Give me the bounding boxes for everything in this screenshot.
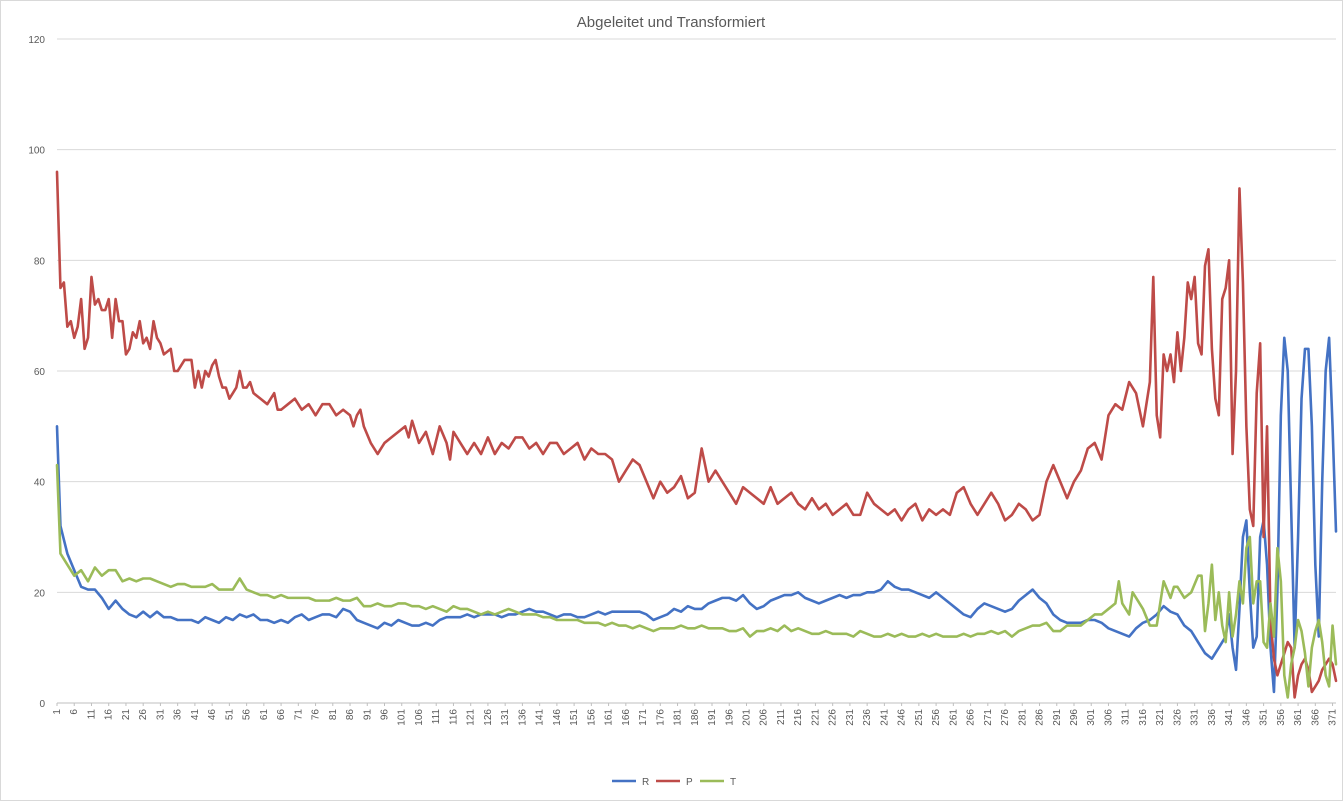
x-tick-label: 316	[1138, 709, 1149, 726]
x-tick-label: 206	[759, 709, 770, 726]
x-tick-label: 236	[862, 709, 873, 726]
x-tick-label: 351	[1259, 709, 1270, 726]
x-tick-label: 126	[483, 709, 494, 726]
series-line-r	[55, 336, 1338, 694]
x-tick-label: 181	[673, 709, 684, 726]
y-axis: 0 20 40 60 80 100 120	[28, 35, 45, 710]
y-tick-label: 100	[28, 146, 45, 157]
y-tick-label: 60	[34, 367, 46, 378]
x-tick-label: 366	[1310, 709, 1321, 726]
x-tick-label: 286	[1035, 709, 1046, 726]
x-tick-label: 211	[776, 709, 787, 725]
series-line-p	[55, 170, 1338, 699]
x-tick-label: 26	[138, 709, 149, 721]
x-tick-label: 221	[810, 709, 821, 726]
x-tick-label: 161	[604, 709, 615, 726]
y-tick-label: 120	[28, 35, 45, 46]
x-tick-label: 321	[1155, 709, 1166, 726]
x-tick-label: 256	[931, 709, 942, 726]
legend-label-t: T	[730, 777, 736, 788]
x-tick-label: 136	[517, 709, 528, 726]
x-tick-label: 296	[1069, 709, 1080, 726]
x-tick-label: 326	[1172, 709, 1183, 726]
x-tick-label: 271	[983, 709, 994, 726]
x-tick-label: 251	[914, 709, 925, 726]
x-tick-label: 106	[414, 709, 425, 726]
x-tick-label: 151	[569, 709, 580, 726]
x-tick-label: 86	[345, 709, 356, 721]
x-tick-label: 201	[741, 709, 752, 726]
x-tick-label: 41	[190, 709, 201, 721]
x-tick-label: 66	[276, 709, 287, 721]
y-tick-label: 20	[34, 588, 46, 599]
x-tick-label: 216	[793, 709, 804, 726]
x-tick-label: 246	[897, 709, 908, 726]
x-axis: 1 6 11 16 21 26 31 36 41 46 51 56 61 66 71 76 81 86 91 96 10…	[52, 703, 1339, 726]
x-tick-label: 266	[966, 709, 977, 726]
x-tick-label: 16	[104, 709, 115, 721]
x-tick-label: 36	[173, 709, 184, 721]
x-tick-label: 96	[380, 709, 391, 721]
x-tick-label: 331	[1190, 709, 1201, 726]
x-tick-label: 131	[500, 709, 511, 726]
x-tick-label: 356	[1276, 709, 1287, 726]
x-tick-label: 51	[224, 709, 235, 721]
x-tick-label: 176	[655, 709, 666, 726]
y-tick-label: 0	[39, 699, 45, 710]
x-tick-label: 11	[86, 709, 97, 720]
x-tick-label: 346	[1241, 709, 1252, 726]
series-lines	[55, 170, 1338, 699]
x-tick-label: 46	[207, 709, 218, 721]
x-tick-label: 121	[466, 709, 477, 726]
x-tick-label: 231	[845, 709, 856, 726]
x-tick-label: 306	[1103, 709, 1114, 726]
x-tick-label: 191	[707, 709, 718, 726]
x-tick-label: 61	[259, 709, 270, 721]
x-tick-label: 111	[431, 709, 442, 725]
x-tick-label: 276	[1000, 709, 1011, 726]
x-tick-label: 71	[293, 709, 304, 721]
x-tick-label: 186	[690, 709, 701, 726]
x-tick-label: 301	[1086, 709, 1097, 726]
x-tick-label: 281	[1017, 709, 1028, 726]
x-tick-label: 146	[552, 709, 563, 726]
x-tick-label: 56	[242, 709, 253, 721]
y-tick-label: 80	[34, 256, 46, 267]
x-tick-label: 226	[828, 709, 839, 726]
x-tick-label: 371	[1328, 709, 1339, 726]
legend-label-p: P	[686, 777, 693, 788]
x-tick-label: 196	[724, 709, 735, 726]
x-tick-label: 241	[879, 709, 890, 726]
x-tick-label: 116	[448, 709, 459, 725]
series-line-t	[55, 463, 1338, 699]
x-tick-label: 311	[1121, 709, 1132, 725]
x-tick-label: 341	[1224, 709, 1235, 726]
y-tick-label: 40	[34, 478, 46, 489]
x-tick-label: 1	[52, 709, 63, 715]
x-tick-label: 76	[311, 709, 322, 721]
x-tick-label: 91	[362, 709, 373, 721]
x-tick-label: 31	[155, 709, 166, 721]
x-tick-label: 361	[1293, 709, 1304, 726]
chart-title: Abgeleitet und Transformiert	[577, 14, 766, 31]
x-tick-label: 261	[948, 709, 959, 726]
x-tick-label: 21	[121, 709, 132, 721]
x-tick-label: 101	[397, 709, 408, 726]
x-tick-label: 166	[621, 709, 632, 726]
x-tick-label: 171	[638, 709, 649, 726]
x-tick-label: 291	[1052, 709, 1063, 726]
legend-label-r: R	[642, 777, 649, 788]
x-tick-label: 81	[328, 709, 339, 721]
x-tick-label: 156	[586, 709, 597, 726]
x-tick-label: 6	[69, 709, 80, 715]
x-tick-label: 336	[1207, 709, 1218, 726]
x-tick-label: 141	[535, 709, 546, 726]
